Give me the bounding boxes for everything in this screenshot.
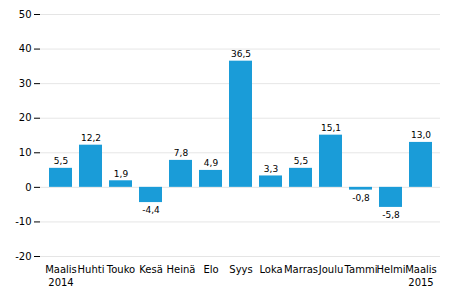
svg-text:Tammi: Tammi <box>344 264 378 275</box>
svg-text:-0,8: -0,8 <box>352 193 370 203</box>
svg-text:30: 30 <box>19 78 32 89</box>
svg-text:2015: 2015 <box>408 277 433 288</box>
svg-text:12,2: 12,2 <box>81 133 101 143</box>
svg-text:4,9: 4,9 <box>204 158 219 168</box>
svg-text:20: 20 <box>19 112 32 123</box>
svg-text:Helmi: Helmi <box>377 264 406 275</box>
svg-text:0: 0 <box>25 182 31 193</box>
svg-text:36,5: 36,5 <box>231 49 251 59</box>
svg-text:Joulu: Joulu <box>318 264 344 275</box>
svg-text:Heinä: Heinä <box>167 264 196 275</box>
svg-text:Marras: Marras <box>284 264 318 275</box>
svg-text:Touko: Touko <box>106 264 135 275</box>
svg-text:1,9: 1,9 <box>114 169 129 179</box>
svg-text:40: 40 <box>19 43 32 54</box>
svg-text:Loka: Loka <box>259 264 282 275</box>
svg-text:Kesä: Kesä <box>139 264 163 275</box>
svg-text:-4,4: -4,4 <box>142 205 160 215</box>
svg-text:Syys: Syys <box>229 264 252 275</box>
svg-text:2014: 2014 <box>48 277 73 288</box>
svg-text:-10: -10 <box>15 216 31 227</box>
svg-text:Elo: Elo <box>203 264 218 275</box>
svg-text:5,5: 5,5 <box>294 156 308 166</box>
svg-text:13,0: 13,0 <box>411 130 431 140</box>
svg-text:10: 10 <box>19 147 32 158</box>
svg-text:5,5: 5,5 <box>54 156 68 166</box>
svg-text:15,1: 15,1 <box>321 123 341 133</box>
svg-text:50: 50 <box>19 9 32 20</box>
svg-text:Huhti: Huhti <box>78 264 105 275</box>
svg-text:7,8: 7,8 <box>174 148 189 158</box>
svg-text:Maalis: Maalis <box>405 264 437 275</box>
svg-text:3,3: 3,3 <box>264 164 278 174</box>
svg-text:Maalis: Maalis <box>45 264 77 275</box>
svg-text:-20: -20 <box>15 251 31 262</box>
svg-text:-5,8: -5,8 <box>382 210 400 220</box>
